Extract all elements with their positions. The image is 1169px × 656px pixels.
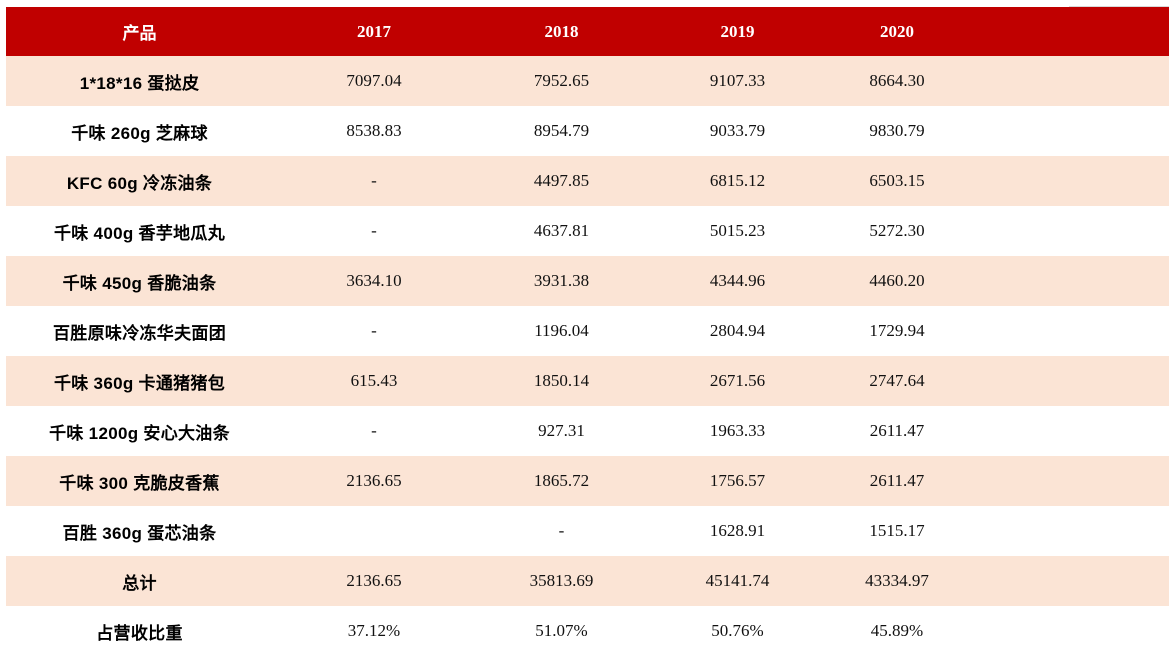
value-cell-2020: 2611.47 bbox=[869, 421, 925, 440]
value-cell-2018: 4497.85 bbox=[533, 171, 590, 190]
value-cell-2019: 1628.91 bbox=[709, 521, 766, 540]
product-cell: 千味 400g 香芋地瓜丸 bbox=[53, 223, 226, 243]
value-cell-2017: 3634.10 bbox=[346, 271, 402, 290]
product-cell: 千味 260g 芝麻球 bbox=[71, 123, 208, 143]
row-spacer bbox=[967, 456, 1169, 506]
revenue-share-label: 占营收比重 bbox=[96, 623, 183, 643]
row-spacer bbox=[967, 606, 1169, 656]
product-cell: 1*18*16 蛋挞皮 bbox=[79, 73, 200, 93]
table-row: 千味 260g 芝麻球 8538.83 8954.79 9033.79 9830… bbox=[6, 106, 1169, 156]
value-cell-2020: 5272.30 bbox=[869, 221, 925, 240]
value-cell-2017: 615.43 bbox=[350, 371, 398, 390]
value-cell-2020: 43334.97 bbox=[865, 571, 929, 590]
value-cell-2019: 50.76% bbox=[711, 621, 764, 640]
row-spacer bbox=[967, 256, 1169, 306]
value-cell-2017 bbox=[273, 506, 475, 556]
value-cell-2018: 1865.72 bbox=[533, 471, 590, 490]
value-cell-2017: - bbox=[371, 321, 377, 340]
value-cell-2017: 2136.65 bbox=[346, 571, 402, 590]
row-spacer bbox=[967, 106, 1169, 156]
value-cell-2020: 45.89% bbox=[870, 621, 924, 640]
row-spacer bbox=[967, 356, 1169, 406]
value-cell-2019: 2671.56 bbox=[709, 371, 766, 390]
value-cell-2020: 1515.17 bbox=[869, 521, 925, 540]
table-row: 1*18*16 蛋挞皮 7097.04 7952.65 9107.33 8664… bbox=[6, 56, 1169, 106]
value-cell-2019: 2804.94 bbox=[709, 321, 766, 340]
row-spacer bbox=[967, 206, 1169, 256]
value-cell-2020: 2747.64 bbox=[869, 371, 925, 390]
product-revenue-table: 产品 2017 2018 2019 2020 1*18*16 蛋挞皮 7097.… bbox=[6, 7, 1169, 656]
value-cell-2018: 1850.14 bbox=[533, 371, 590, 390]
value-cell-2017: 2136.65 bbox=[346, 471, 402, 490]
row-spacer bbox=[967, 56, 1169, 106]
row-spacer bbox=[967, 306, 1169, 356]
header-year-2020: 2020 bbox=[880, 21, 914, 41]
value-cell-2019: 1756.57 bbox=[709, 471, 766, 490]
product-cell: 百胜 360g 蛋芯油条 bbox=[62, 523, 217, 543]
value-cell-2019: 45141.74 bbox=[705, 571, 770, 590]
value-cell-2020: 8664.30 bbox=[869, 71, 925, 90]
row-spacer bbox=[967, 506, 1169, 556]
product-cell: 千味 360g 卡通猪猪包 bbox=[53, 373, 226, 393]
value-cell-2018: 1196.04 bbox=[534, 321, 589, 340]
value-cell-2020: 6503.15 bbox=[869, 171, 925, 190]
row-spacer bbox=[967, 406, 1169, 456]
value-cell-2018: 35813.69 bbox=[529, 571, 594, 590]
value-cell-2018: - bbox=[558, 521, 565, 540]
table-header-row: 产品 2017 2018 2019 2020 bbox=[6, 7, 1169, 56]
value-cell-2019: 4344.96 bbox=[709, 271, 766, 290]
product-cell: KFC 60g 冷冻油条 bbox=[66, 173, 213, 193]
value-cell-2020: 9830.79 bbox=[869, 121, 925, 140]
table-row: 百胜 360g 蛋芯油条 - 1628.91 1515.17 bbox=[6, 506, 1169, 556]
header-spacer bbox=[967, 7, 1169, 56]
product-cell: 千味 300 克脆皮香蕉 bbox=[59, 473, 220, 493]
total-label: 总计 bbox=[122, 573, 157, 593]
value-cell-2017: 37.12% bbox=[347, 621, 401, 640]
value-cell-2018: 51.07% bbox=[535, 621, 588, 640]
value-cell-2018: 3931.38 bbox=[533, 271, 590, 290]
table-row: 千味 300 克脆皮香蕉 2136.65 1865.72 1756.57 261… bbox=[6, 456, 1169, 506]
product-cell: 千味 450g 香脆油条 bbox=[62, 273, 217, 293]
value-cell-2019: 5015.23 bbox=[709, 221, 766, 240]
value-cell-2020: 1729.94 bbox=[869, 321, 925, 340]
table-row: 百胜原味冷冻华夫面团 - 1196.04 2804.94 1729.94 bbox=[6, 306, 1169, 356]
value-cell-2017: - bbox=[371, 221, 377, 240]
value-cell-2018: 927.31 bbox=[538, 421, 585, 440]
value-cell-2017: 8538.83 bbox=[346, 121, 402, 140]
value-cell-2018: 4637.81 bbox=[533, 221, 590, 240]
value-cell-2019: 1963.33 bbox=[709, 421, 766, 440]
table-row: 千味 360g 卡通猪猪包 615.43 1850.14 2671.56 274… bbox=[6, 356, 1169, 406]
value-cell-2019: 6815.12 bbox=[709, 171, 766, 190]
header-year-2019: 2019 bbox=[720, 21, 755, 41]
header-year-2017: 2017 bbox=[357, 21, 391, 41]
table-row: 千味 450g 香脆油条 3634.10 3931.38 4344.96 446… bbox=[6, 256, 1169, 306]
value-cell-2018: 8954.79 bbox=[533, 121, 590, 140]
top-right-rule bbox=[1069, 6, 1169, 7]
table-row: 千味 400g 香芋地瓜丸 - 4637.81 5015.23 5272.30 bbox=[6, 206, 1169, 256]
row-spacer bbox=[967, 556, 1169, 606]
product-cell: 千味 1200g 安心大油条 bbox=[49, 423, 230, 443]
header-product: 产品 bbox=[122, 24, 157, 43]
value-cell-2020: 4460.20 bbox=[869, 271, 925, 290]
table-row: KFC 60g 冷冻油条 - 4497.85 6815.12 6503.15 bbox=[6, 156, 1169, 206]
table-row: 千味 1200g 安心大油条 - 927.31 1963.33 2611.47 bbox=[6, 406, 1169, 456]
value-cell-2017: - bbox=[371, 421, 377, 440]
total-row: 总计 2136.65 35813.69 45141.74 43334.97 bbox=[6, 556, 1169, 606]
header-year-2018: 2018 bbox=[544, 21, 579, 41]
product-cell: 百胜原味冷冻华夫面团 bbox=[53, 323, 226, 343]
row-spacer bbox=[967, 156, 1169, 206]
value-cell-2019: 9033.79 bbox=[709, 121, 766, 140]
value-cell-2017: 7097.04 bbox=[346, 71, 402, 90]
value-cell-2017: - bbox=[371, 171, 377, 190]
value-cell-2020: 2611.47 bbox=[869, 471, 925, 490]
revenue-share-row: 占营收比重 37.12% 51.07% 50.76% 45.89% bbox=[6, 606, 1169, 656]
value-cell-2018: 7952.65 bbox=[533, 71, 590, 90]
value-cell-2019: 9107.33 bbox=[709, 71, 766, 90]
